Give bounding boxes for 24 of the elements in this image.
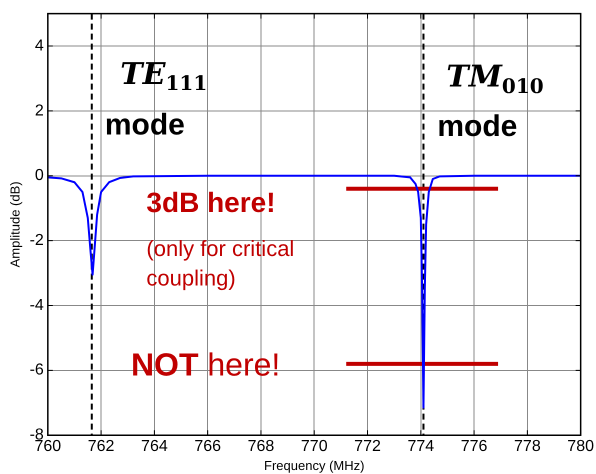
y-tick-label: -4 [30,296,44,314]
x-tick-label: 768 [248,438,274,456]
x-tick-label: 770 [300,438,328,456]
x-tick-label: 778 [514,438,541,456]
y-tick-label: 2 [34,102,44,120]
annotation: mode [104,108,185,142]
x-tick-label: 764 [141,438,168,456]
x-tick-label: 776 [460,438,488,456]
x-tick-label: 766 [194,438,222,456]
x-axis-title: Frequency (MHz) [264,458,364,473]
y-tick-label: 0 [34,167,44,184]
x-tick-label: 772 [354,438,381,456]
annotation: NOT here! [130,346,280,383]
x-tick-label: 762 [88,438,115,456]
x-tick-label: 780 [567,438,594,456]
annotation: mode [437,110,518,144]
y-axis-title: Amplitude (dB) [7,181,22,268]
y-tick-label: -2 [30,232,44,250]
x-tick-label: 774 [407,438,434,456]
annotation: coupling) [146,266,236,291]
annotation: (only for critical [146,236,294,261]
annotation: 3dB here! [146,186,276,218]
y-tick-label: 4 [34,37,44,54]
y-tick-label: -6 [30,362,44,379]
